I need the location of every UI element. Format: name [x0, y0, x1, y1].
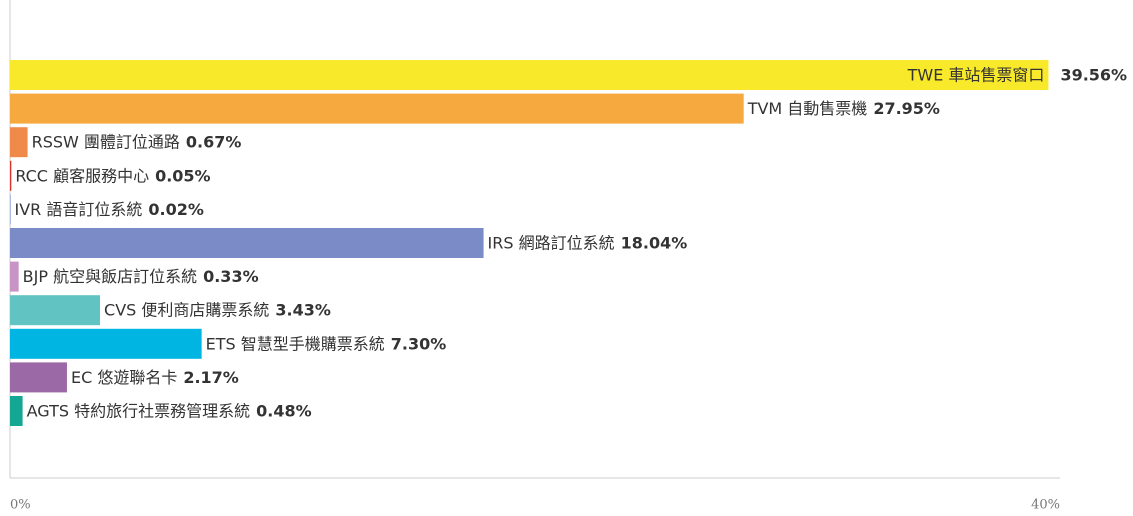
category-label: TVM 自動售票機: [747, 99, 868, 118]
bar: [10, 228, 484, 258]
value-label: 18.04%: [621, 234, 688, 253]
category-label: IRS 網路訂位系統: [488, 234, 615, 253]
value-label: 0.33%: [203, 267, 259, 286]
bar: [10, 60, 1049, 90]
category-label: AGTS 特約旅行社票務管理系統: [27, 402, 251, 421]
category-label: EC 悠遊聯名卡: [71, 368, 177, 387]
bar: [10, 160, 12, 191]
category-label: RSSW 團體訂位通路: [32, 133, 180, 152]
value-label: 39.56%: [1060, 66, 1127, 85]
x-tick-label: 40%: [1031, 498, 1060, 513]
category-label: RCC 顧客服務中心: [15, 166, 149, 185]
value-label: 27.95%: [873, 99, 940, 118]
value-label: 3.43%: [275, 301, 331, 320]
category-label: TWE 車站售票窗口: [907, 66, 1045, 85]
bar: [10, 362, 67, 393]
value-label: 7.30%: [391, 334, 447, 353]
bar: [10, 396, 23, 426]
value-label: 0.48%: [256, 402, 312, 421]
bar: [10, 127, 28, 158]
value-label: 0.05%: [155, 166, 211, 185]
category-label: CVS 便利商店購票系統: [104, 301, 269, 320]
value-label: 2.17%: [183, 368, 239, 387]
category-label: IVR 語音訂位系統: [15, 200, 143, 219]
category-label: ETS 智慧型手機購票系統: [206, 334, 385, 353]
bar: [10, 295, 101, 326]
bar: [10, 328, 202, 359]
bar: [10, 261, 19, 292]
value-label: 0.02%: [148, 200, 204, 219]
x-tick-label: 0%: [10, 498, 31, 513]
bar: [10, 194, 11, 225]
bar: [10, 93, 744, 124]
category-label: BJP 航空與飯店訂位系統: [23, 267, 197, 286]
value-label: 0.67%: [186, 133, 242, 152]
